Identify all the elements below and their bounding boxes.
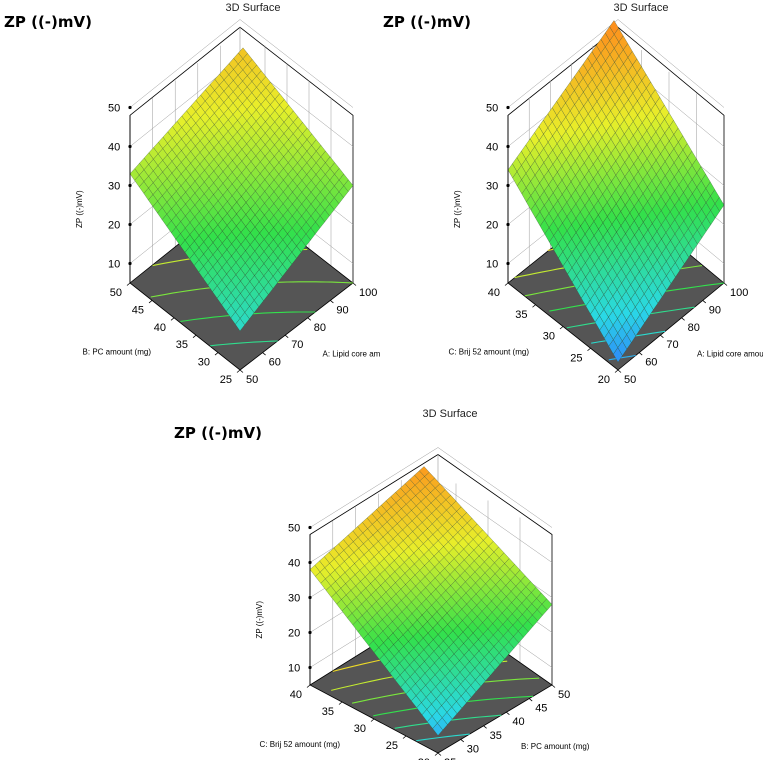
x-tick-label: 45: [535, 703, 547, 715]
x-tick-label: 50: [246, 374, 258, 385]
response-surface: [507, 20, 725, 363]
z-tick-label: 30: [486, 181, 498, 193]
z-axis: 10 20 30 40 50 ZP ((-)mV): [255, 523, 312, 685]
y-tick-label: 25: [220, 374, 232, 385]
surface-plot-3: ZP ((-)mV) 3D Surface 10 20 30 40 50 ZP ((-)mV)…: [174, 408, 590, 760]
z-axis-label: ZP ((-)mV): [255, 601, 264, 639]
x-tick-label: 60: [645, 357, 657, 369]
z-tick-label: 30: [288, 593, 300, 605]
x-tick-label: 80: [314, 322, 326, 334]
z-tick-label: 20: [288, 628, 300, 640]
response-surface: [129, 47, 354, 332]
x-axis: 50 60 70 80 90 100 A: Lipid core amount (mg): [239, 282, 381, 385]
y-axis: 20 25 30 35 40 C: Brij 52 amount (mg): [260, 684, 439, 760]
z-axis: 10 20 30 40 50 ZP ((-)mV): [453, 103, 510, 283]
y-tick-label: 40: [290, 689, 302, 701]
x-axis-label: B: PC amount (mg): [521, 742, 590, 751]
z-axis-label: ZP ((-)mV): [453, 190, 462, 228]
y-tick-label: 40: [488, 287, 500, 299]
x-axis-label: A: Lipid core amount (mg): [697, 350, 763, 359]
chart-zp-vs-lipid-core-and-brij52: ZP ((-)mV) 3D Surface 10 20 30 40 50 ZP ((-)mV)…: [378, 0, 763, 385]
y-tick-label: 20: [598, 374, 610, 385]
y-axis-label: B: PC amount (mg): [83, 348, 152, 357]
x-tick-label: 70: [666, 339, 678, 351]
z-tick-label: 50: [288, 523, 300, 535]
y-tick-label: 25: [570, 352, 582, 364]
y-tick-label: 35: [322, 706, 334, 718]
x-tick-label: 35: [490, 730, 502, 742]
response-surface: [309, 466, 553, 736]
x-tick-label: 90: [709, 304, 721, 316]
y-tick-label: 20: [418, 757, 430, 760]
z-axis: 10 20 30 40 50 ZP ((-)mV): [75, 103, 132, 283]
x-tick-label: 25: [444, 757, 456, 760]
surface-plot-2: ZP ((-)mV) 3D Surface 10 20 30 40 50 ZP ((-)mV)…: [383, 2, 763, 385]
y-tick-label: 30: [354, 723, 366, 735]
y-tick-label: 35: [515, 309, 527, 321]
z-tick-label: 20: [108, 220, 120, 232]
z-tick-label: 30: [108, 181, 120, 193]
z-tick-label: 10: [108, 259, 120, 271]
y-tick-label: 30: [198, 357, 210, 369]
x-tick-label: 50: [624, 374, 636, 385]
z-tick-label: 40: [486, 142, 498, 154]
x-tick-label: 100: [730, 287, 748, 299]
z-tick-label: 40: [288, 558, 300, 570]
y-tick-label: 40: [154, 322, 166, 334]
plot-title: 3D Surface: [613, 2, 668, 14]
x-tick-label: 80: [688, 322, 700, 334]
x-tick-label: 40: [512, 716, 524, 728]
z-axis-label: ZP ((-)mV): [75, 190, 84, 228]
x-tick-label: 60: [269, 357, 281, 369]
response-title: ZP ((-)mV): [4, 13, 92, 31]
y-tick-label: 50: [110, 287, 122, 299]
response-title: ZP ((-)mV): [174, 424, 262, 442]
x-axis: 25 30 35 40 45 50 B: PC amount (mg): [437, 684, 590, 760]
chart-zp-vs-pc-and-brij52: ZP ((-)mV) 3D Surface 10 20 30 40 50 ZP ((-)mV)…: [170, 400, 600, 760]
x-tick-label: 100: [359, 287, 377, 299]
plot-title: 3D Surface: [422, 408, 477, 420]
plot-title: 3D Surface: [225, 2, 280, 14]
z-tick-label: 40: [108, 142, 120, 154]
y-tick-label: 45: [132, 304, 144, 316]
surface-plot-1: ZP ((-)mV) 3D Surface 10 20 30 40 50 ZP ((-)mV)…: [4, 2, 381, 385]
z-tick-label: 20: [486, 220, 498, 232]
y-tick-label: 35: [176, 339, 188, 351]
y-tick-label: 30: [543, 331, 555, 343]
y-axis-label: C: Brij 52 amount (mg): [260, 740, 341, 749]
y-axis: 25 30 35 40 45 50 B: PC amount (mg): [83, 282, 241, 385]
x-tick-label: 50: [558, 689, 570, 701]
x-tick-label: 70: [291, 339, 303, 351]
y-tick-label: 25: [386, 740, 398, 752]
z-tick-label: 50: [486, 103, 498, 115]
z-tick-label: 50: [108, 103, 120, 115]
x-tick-label: 30: [467, 743, 479, 755]
x-tick-label: 90: [336, 304, 348, 316]
x-axis: 50 60 70 80 90 100 A: Lipid core amount (mg): [617, 282, 763, 385]
y-axis: 20 25 30 35 40 C: Brij 52 amount (mg): [449, 282, 619, 385]
z-tick-label: 10: [486, 259, 498, 271]
chart-zp-vs-lipid-core-and-pc: ZP ((-)mV) 3D Surface 10 20 30 40 50 ZP ((-)mV)…: [0, 0, 380, 385]
response-title: ZP ((-)mV): [383, 13, 471, 31]
x-axis-label: A: Lipid core amount (mg): [323, 350, 381, 359]
z-tick-label: 10: [288, 663, 300, 675]
y-axis-label: C: Brij 52 amount (mg): [449, 348, 530, 357]
